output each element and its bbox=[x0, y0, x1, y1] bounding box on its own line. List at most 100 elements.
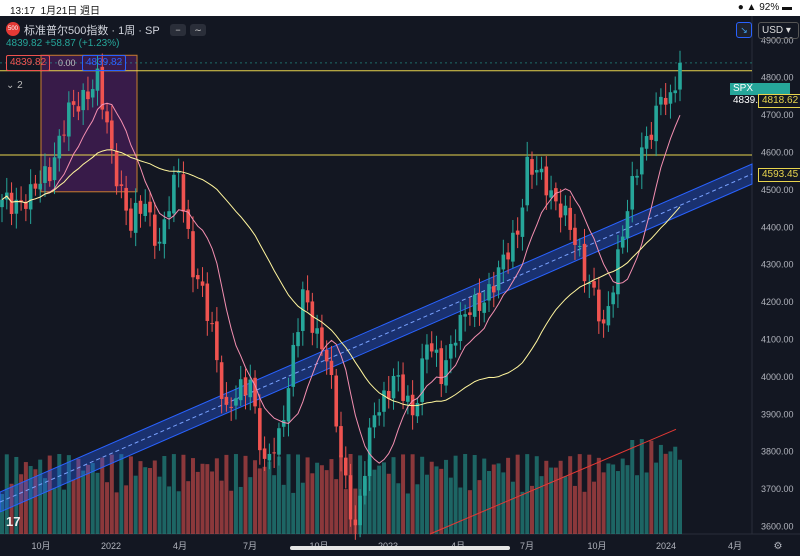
candle-body bbox=[463, 314, 467, 317]
wave-icon[interactable]: ∼ bbox=[190, 24, 206, 36]
volume-bar bbox=[85, 464, 90, 534]
price-chart[interactable]: 4900.00 4800.00 4700.00 4600.00 4500.00 4400.… bbox=[0, 16, 800, 556]
candle-body bbox=[76, 106, 81, 112]
volume-bar bbox=[143, 467, 148, 534]
volume-bar bbox=[300, 482, 305, 534]
candle-body bbox=[620, 236, 625, 248]
price-tick-label: 4600.00 bbox=[761, 148, 794, 158]
price-change: +58.87 (+1.23%) bbox=[44, 38, 120, 49]
volume-bar bbox=[654, 462, 659, 534]
battery-level: 92% bbox=[759, 2, 780, 13]
volume-bar bbox=[9, 483, 14, 534]
volume-bar bbox=[377, 465, 382, 534]
volume-bar bbox=[152, 460, 157, 534]
candle-body bbox=[568, 207, 572, 230]
volume-bar bbox=[568, 456, 573, 534]
collapse-icon[interactable]: ↘ bbox=[736, 22, 752, 38]
volume-bar bbox=[4, 454, 9, 534]
candle-body bbox=[654, 105, 658, 142]
candle-body bbox=[234, 398, 238, 406]
currency-select[interactable]: USD ▾ bbox=[758, 22, 799, 39]
candle-body bbox=[482, 302, 487, 313]
buy-price[interactable]: 4839.82 bbox=[82, 55, 127, 71]
time-axis-label: 7月 bbox=[243, 541, 257, 551]
hline-tag-upper[interactable]: 4818.62 bbox=[758, 94, 800, 108]
candle-body bbox=[195, 275, 200, 280]
candle-body bbox=[348, 475, 353, 520]
volume-bar bbox=[119, 454, 124, 534]
candle-body bbox=[630, 176, 635, 210]
home-indicator[interactable] bbox=[290, 546, 510, 550]
candle-body bbox=[95, 68, 100, 91]
volume-bar bbox=[19, 474, 24, 534]
hline-tag-lower[interactable]: 4593.45 bbox=[758, 168, 800, 182]
volume-bar bbox=[401, 454, 406, 534]
volume-bar bbox=[553, 467, 558, 534]
candle-body bbox=[248, 379, 253, 398]
candle-body bbox=[291, 344, 296, 387]
candle-body bbox=[458, 314, 463, 342]
candle-body bbox=[143, 203, 148, 216]
price-tick-label: 3600.00 bbox=[761, 522, 794, 532]
volume-bar bbox=[71, 479, 76, 534]
volume-bar bbox=[52, 488, 57, 534]
volume-bar bbox=[315, 462, 320, 534]
candle-body bbox=[649, 134, 654, 140]
volume-bar bbox=[658, 444, 663, 534]
volume-bar bbox=[635, 475, 640, 534]
volume-bar bbox=[515, 454, 520, 534]
volume-bar bbox=[324, 470, 329, 534]
symbol-title[interactable]: 标准普尔500指数 · 1周 · SP bbox=[24, 25, 160, 37]
volume-bar bbox=[272, 475, 277, 534]
candle-body bbox=[635, 175, 639, 178]
minus-icon[interactable]: − bbox=[170, 24, 186, 36]
price-tick-label: 3900.00 bbox=[761, 409, 794, 419]
candle-body bbox=[110, 120, 114, 149]
volume-bar bbox=[319, 465, 324, 534]
candle-body bbox=[172, 174, 176, 214]
time-axis-label: 7月 bbox=[520, 541, 534, 551]
channel-band bbox=[0, 163, 753, 513]
volume-bar bbox=[329, 459, 334, 534]
status-bar: 13:17 1月21日 週日 ● ▲ 92% ▬ bbox=[0, 0, 800, 17]
volume-bar bbox=[66, 455, 71, 534]
sell-price[interactable]: 4839.82 bbox=[6, 55, 51, 71]
candle-body bbox=[219, 362, 224, 399]
candle-body bbox=[367, 427, 372, 477]
candle-body bbox=[673, 90, 678, 94]
volume-bar bbox=[639, 439, 644, 534]
candle-body bbox=[563, 205, 568, 216]
candle-body bbox=[62, 134, 66, 136]
volume-bar bbox=[405, 493, 410, 534]
settings-gear-icon[interactable]: ⚙ bbox=[774, 541, 783, 552]
candle-body bbox=[644, 136, 649, 149]
tradingview-logo: 17 bbox=[6, 514, 21, 529]
candle-body bbox=[119, 184, 124, 186]
range-box bbox=[40, 54, 138, 193]
candle-body bbox=[520, 207, 525, 237]
volume-bar bbox=[444, 459, 449, 534]
volume-bar bbox=[124, 485, 129, 534]
candle-body bbox=[415, 403, 420, 417]
volume-bar bbox=[114, 492, 119, 534]
candle-body bbox=[406, 395, 410, 402]
volume-bar bbox=[47, 455, 52, 534]
candle-body bbox=[597, 289, 601, 322]
candle-body bbox=[157, 241, 162, 244]
volume-bar bbox=[76, 458, 81, 534]
indicators-toggle[interactable]: ⌄ 2 bbox=[6, 80, 23, 91]
time-axis-label: 10月 bbox=[587, 541, 606, 551]
volume-bar bbox=[386, 473, 391, 534]
candle-body bbox=[511, 232, 515, 262]
time-axis-label: 2022 bbox=[101, 541, 121, 551]
volume-bar bbox=[238, 486, 243, 534]
candle-body bbox=[57, 135, 62, 159]
candle-body bbox=[601, 319, 606, 324]
candle-body bbox=[606, 306, 611, 326]
candle-body bbox=[191, 231, 195, 278]
volume-bar bbox=[506, 457, 511, 534]
candle-body bbox=[539, 168, 544, 173]
candle-body bbox=[339, 426, 343, 458]
ma-short-line bbox=[1, 102, 681, 464]
price-tick-label: 4800.00 bbox=[761, 73, 794, 83]
